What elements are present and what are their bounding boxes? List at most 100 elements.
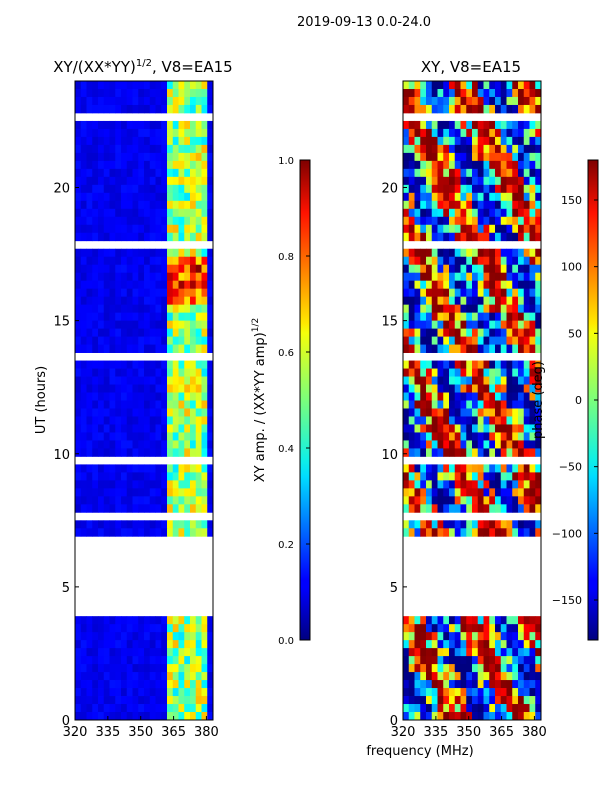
heatmap-cell (75, 688, 82, 697)
heatmap-cell (115, 416, 122, 425)
heatmap-cell (500, 168, 507, 178)
heatmap-cell (460, 104, 467, 114)
heatmap-cell (92, 168, 99, 178)
heatmap-cell (466, 664, 473, 673)
heatmap-cell (403, 408, 410, 417)
heatmap-cell (535, 472, 542, 481)
heatmap-cell (121, 528, 128, 537)
heatmap-cell (92, 616, 99, 625)
heatmap-cell (472, 336, 479, 345)
heatmap-cell (518, 688, 525, 697)
heatmap-cell (483, 696, 490, 705)
heatmap-cell (201, 368, 208, 377)
heatmap-cell (184, 104, 191, 114)
heatmap-cell (506, 184, 513, 194)
heatmap-cell (529, 712, 536, 721)
heatmap-cell (126, 104, 133, 114)
heatmap-cell (132, 672, 139, 681)
heatmap-cell (460, 176, 467, 186)
heatmap-cell (500, 184, 507, 194)
heatmap-cell (126, 400, 133, 409)
heatmap-cell (431, 200, 438, 210)
heatmap-cell (98, 264, 105, 274)
heatmap-cell (103, 648, 110, 657)
heatmap-cell (495, 320, 502, 330)
heatmap-cell (443, 376, 450, 385)
heatmap-cell (98, 368, 105, 377)
heatmap-cell (489, 664, 496, 673)
heatmap-cell (495, 168, 502, 178)
heatmap-cell (103, 176, 110, 186)
heatmap-cell (506, 120, 513, 130)
heatmap-cell (98, 464, 105, 473)
heatmap-cell (420, 664, 427, 673)
heatmap-cell (443, 504, 450, 513)
heatmap-cell (149, 384, 156, 393)
heatmap-cell (132, 632, 139, 641)
heatmap-cell (426, 472, 433, 481)
heatmap-cell (500, 384, 507, 393)
heatmap-cell (483, 672, 490, 681)
heatmap-cell (512, 184, 519, 194)
heatmap-cell (460, 672, 467, 681)
heatmap-cell (460, 432, 467, 441)
heatmap-cell (86, 336, 93, 345)
heatmap-cell (109, 280, 116, 290)
heatmap-cell (495, 192, 502, 202)
heatmap-cell (512, 472, 519, 481)
heatmap-cell (454, 312, 461, 322)
heatmap-cell (518, 104, 525, 114)
heatmap-cell (483, 312, 490, 322)
heatmap-cell (149, 648, 156, 657)
heatmap-cell (420, 408, 427, 417)
heatmap-cell (414, 392, 421, 401)
heatmap-cell (109, 312, 116, 322)
heatmap-cell (420, 368, 427, 377)
heatmap-cell (195, 472, 202, 481)
heatmap-cell (121, 216, 128, 226)
heatmap-cell (149, 160, 156, 170)
heatmap-cell (523, 328, 530, 337)
heatmap-cell (477, 528, 484, 537)
heatmap-cell (472, 344, 479, 353)
heatmap-cell (500, 616, 507, 625)
heatmap-cell (518, 216, 525, 226)
heatmap-cell (431, 424, 438, 433)
heatmap-cell (190, 632, 197, 641)
heatmap-cell (172, 104, 179, 114)
heatmap-cell (535, 704, 542, 713)
heatmap-cell (420, 648, 427, 657)
heatmap-cell (109, 184, 116, 194)
heatmap-cell (172, 520, 179, 529)
heatmap-cell (512, 312, 519, 322)
heatmap-cell (161, 344, 168, 353)
heatmap-cell (155, 216, 162, 226)
heatmap-cell (512, 128, 519, 138)
heatmap-cell (408, 344, 415, 353)
heatmap-cell (161, 480, 168, 489)
heatmap-cell (149, 472, 156, 481)
heatmap-cell (184, 320, 191, 330)
heatmap-cell (477, 248, 484, 258)
heatmap-cell (86, 496, 93, 505)
heatmap-cell (126, 160, 133, 170)
heatmap-cell (477, 648, 484, 657)
heatmap-cell (103, 136, 110, 146)
heatmap-cell (167, 280, 174, 290)
heatmap-cell (98, 384, 105, 393)
heatmap-cell (477, 480, 484, 489)
heatmap-cell (431, 696, 438, 705)
heatmap-cell (506, 480, 513, 489)
heatmap-cell (126, 216, 133, 226)
heatmap-cell (472, 208, 479, 218)
heatmap-cell (466, 504, 473, 513)
heatmap-cell (103, 664, 110, 673)
heatmap-cell (489, 416, 496, 425)
heatmap-cell (109, 192, 116, 202)
heatmap-cell (86, 424, 93, 433)
heatmap-cell (132, 480, 139, 489)
heatmap-cell (483, 704, 490, 713)
y-tick-label: 20 (381, 182, 398, 197)
heatmap-cell (207, 376, 214, 385)
heatmap-cell (472, 656, 479, 665)
